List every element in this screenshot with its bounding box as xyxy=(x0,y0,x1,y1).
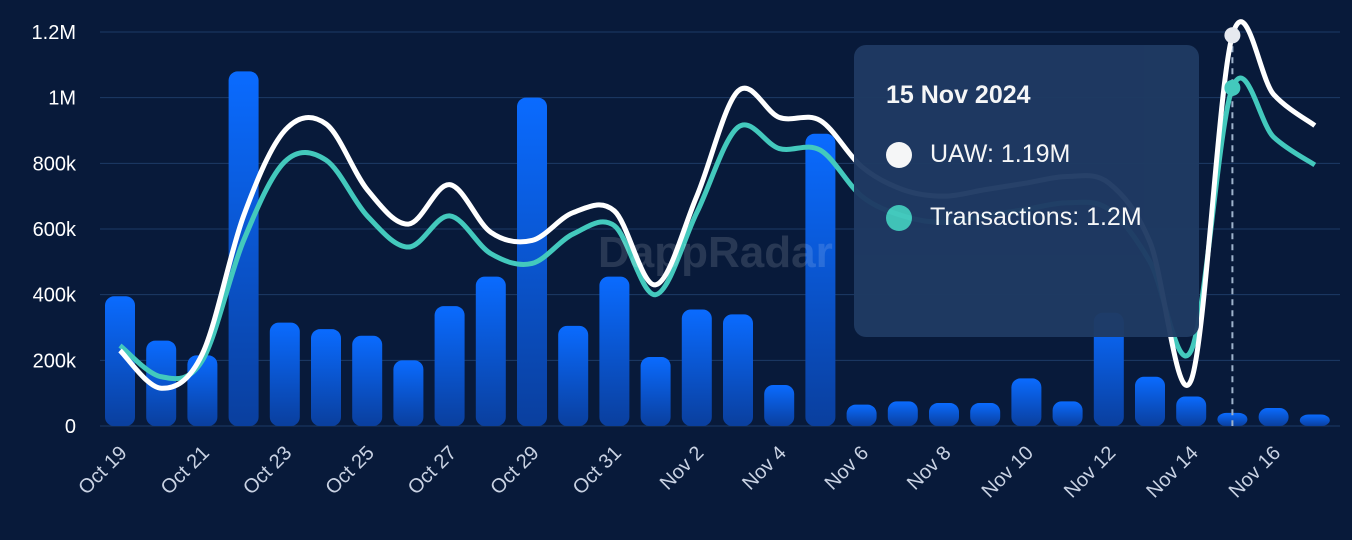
y-tick-label: 1.2M xyxy=(32,22,76,44)
x-axis: Oct 19 Oct 21 Oct 23 Oct 25 Oct 27 Oct 29 Oct … xyxy=(74,442,1285,502)
transactions-legend-dot-icon xyxy=(886,204,912,231)
y-axis: 0 200k 400k 600k 800k 1M 1.2M xyxy=(32,22,77,438)
y-tick-label: 600k xyxy=(33,219,77,241)
x-tick-label: Oct 21 xyxy=(157,442,214,499)
tooltip-row-uaw: UAW: 1.19M xyxy=(886,140,1199,169)
y-tick-label: 0 xyxy=(65,416,76,438)
bar xyxy=(681,309,712,426)
x-tick-label: Nov 14 xyxy=(1142,442,1202,502)
bar xyxy=(970,403,1001,426)
watermark: DappRadar xyxy=(598,228,833,277)
tooltip-transactions-value: Transactions: 1.2M xyxy=(930,203,1142,231)
x-tick-label: Oct 27 xyxy=(404,442,461,499)
x-tick-label: Oct 31 xyxy=(569,442,626,499)
bar xyxy=(723,314,753,426)
bar xyxy=(764,384,795,426)
bar xyxy=(640,357,671,426)
bar xyxy=(475,276,506,426)
uaw-highlight-point xyxy=(1224,27,1241,44)
bar xyxy=(558,325,589,426)
tooltip: 15 Nov 2024 UAW: 1.19M Transactions: 1.2… xyxy=(854,45,1199,337)
tooltip-uaw-value: UAW: 1.19M xyxy=(930,140,1071,168)
bar xyxy=(228,71,259,427)
bar xyxy=(929,403,959,426)
x-tick-label: Nov 10 xyxy=(978,442,1038,502)
bar xyxy=(1135,376,1165,426)
bar xyxy=(599,276,630,426)
bar xyxy=(146,340,177,426)
bar xyxy=(1217,412,1248,426)
bar xyxy=(1011,378,1042,426)
x-tick-label: Oct 29 xyxy=(486,442,543,499)
y-tick-label: 800k xyxy=(33,153,77,175)
bar xyxy=(1093,312,1124,426)
x-tick-label: Oct 23 xyxy=(239,442,296,499)
transactions-highlight-point xyxy=(1224,79,1241,96)
x-tick-label: Nov 8 xyxy=(903,442,956,495)
x-tick-label: Oct 19 xyxy=(74,442,131,499)
x-tick-label: Oct 25 xyxy=(322,442,379,499)
uaw-legend-dot-icon xyxy=(886,141,912,168)
x-tick-label: Nov 6 xyxy=(821,442,874,495)
bar xyxy=(393,360,424,426)
x-tick-label: Nov 16 xyxy=(1225,442,1285,502)
x-tick-label: Nov 12 xyxy=(1060,442,1120,502)
bar xyxy=(269,322,300,426)
bar xyxy=(352,335,383,426)
y-tick-label: 400k xyxy=(33,285,77,307)
bar xyxy=(434,306,465,426)
y-tick-label: 200k xyxy=(33,350,77,372)
bar-series-volume xyxy=(105,71,1330,427)
bar xyxy=(1299,414,1330,426)
bar xyxy=(887,401,918,426)
bar xyxy=(1176,396,1207,426)
tooltip-date: 15 Nov 2024 xyxy=(886,81,1031,109)
bar xyxy=(187,355,218,426)
x-tick-label: Nov 4 xyxy=(738,442,791,495)
bar xyxy=(1052,401,1083,426)
y-tick-label: 1M xyxy=(48,88,76,110)
bar xyxy=(846,404,877,426)
bar xyxy=(1258,407,1289,426)
bar xyxy=(105,296,135,426)
tooltip-row-transactions: Transactions: 1.2M xyxy=(886,203,1199,232)
bar xyxy=(805,133,836,427)
bar xyxy=(311,329,341,426)
x-tick-label: Nov 2 xyxy=(656,442,709,495)
